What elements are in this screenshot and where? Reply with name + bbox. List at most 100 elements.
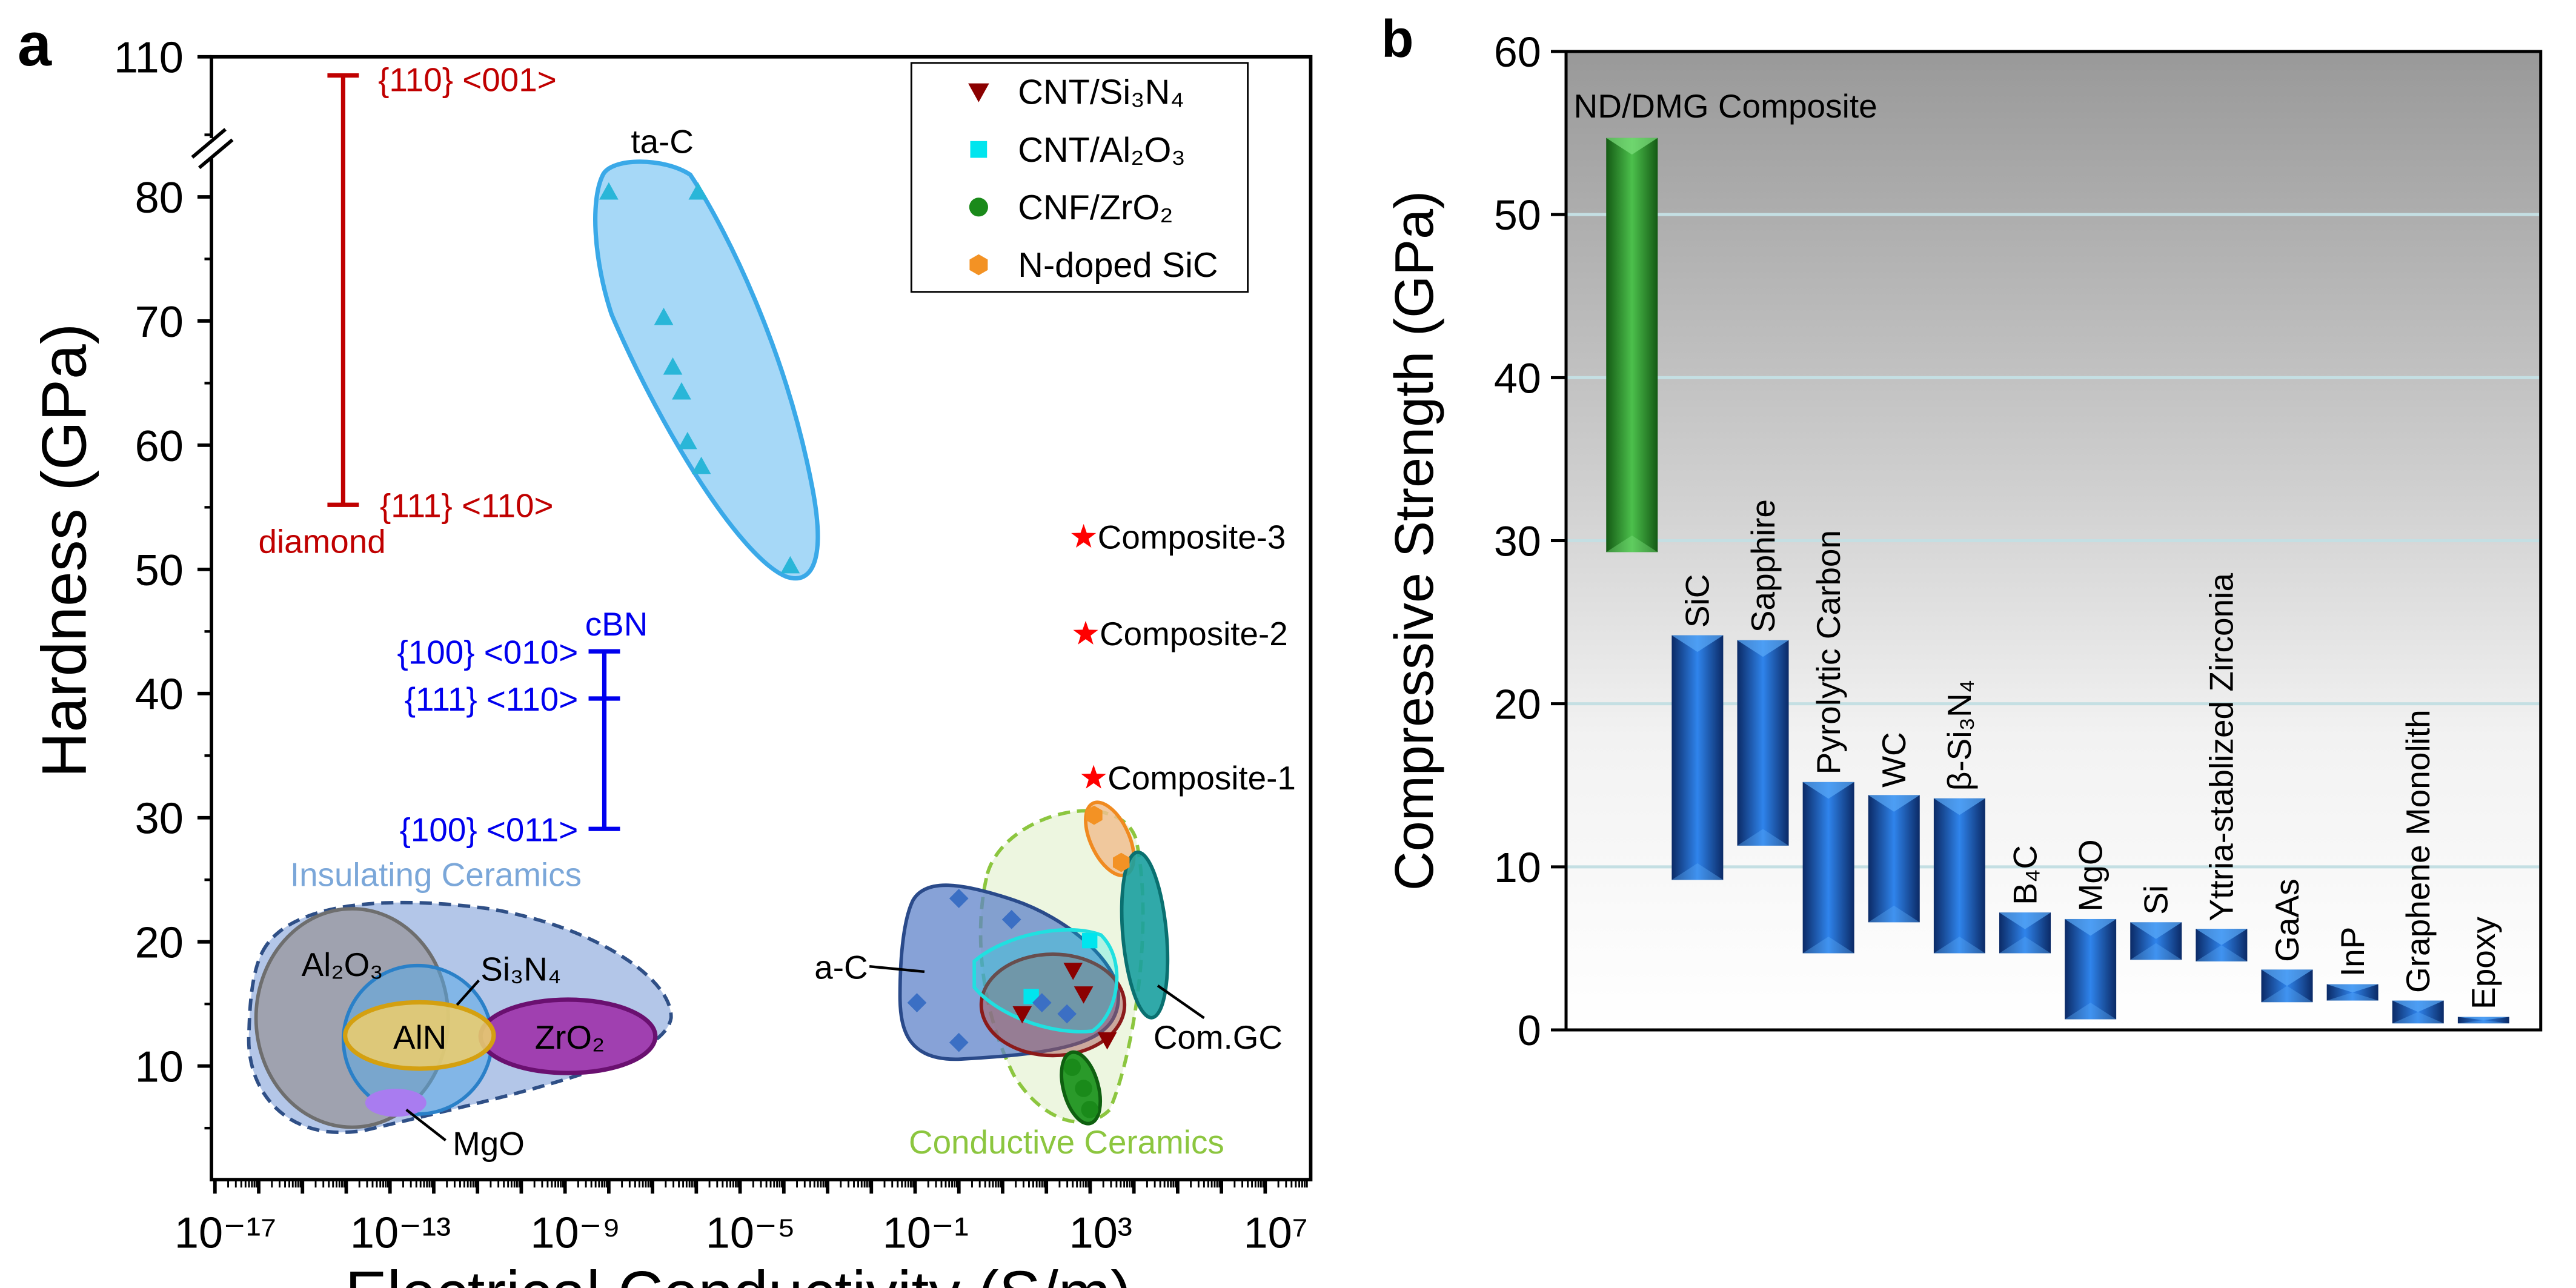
- data-point: [654, 307, 674, 325]
- bars: ND/DMG Composite SiC Sapphire Pyrolytic Car…: [1574, 87, 2509, 1024]
- y-tick-label: 20: [1494, 681, 1541, 728]
- label-si3n4: Si₃N₄: [480, 950, 561, 988]
- axes: 10 20 30 40 50 60 70 80 110 10⁻¹⁷ 10⁻¹³ 10⁻⁹ 10⁻⁵ 10⁻…: [114, 34, 1308, 1258]
- composite-label: Composite-2: [1100, 615, 1288, 652]
- label-ta-c: ta-C: [631, 122, 694, 160]
- data-point: [663, 357, 683, 375]
- star-marker: [1071, 523, 1097, 548]
- data-point: [1012, 1006, 1032, 1024]
- compressive-strength-chart: b ND/DMG Composite SiC Sapphire Pyrolytic C…: [1381, 9, 2543, 1054]
- bar: [2065, 918, 2117, 1020]
- bar-label: Yttria-stablized Zirconia: [2203, 573, 2240, 921]
- bar-bottom-bevel: [1933, 936, 1985, 954]
- com-gc-region: [1120, 850, 1170, 1020]
- cbn-value-label: {111} <110>: [405, 680, 578, 718]
- label-com-gc: Com.GC: [1154, 1018, 1283, 1056]
- x-tick-label: 10⁻⁹: [530, 1209, 620, 1258]
- label-insulating-ceramics: Insulating Ceramics: [290, 856, 582, 894]
- data-point: [949, 889, 969, 908]
- bar-bottom-bevel: [2457, 1020, 2509, 1024]
- data-point: [780, 556, 800, 574]
- mgo-leader-line: [405, 1109, 446, 1141]
- x-axis-title: Electrical Conductivity (S/m): [345, 1259, 1132, 1288]
- data-point: [672, 382, 691, 400]
- gridlines: [1567, 213, 2540, 869]
- si3n4-leader-line: [456, 979, 480, 1006]
- bar: [1933, 798, 1985, 954]
- y-tick-label: 30: [1494, 518, 1541, 565]
- bar-label: MgO: [2071, 839, 2109, 911]
- bar-top-bevel: [1933, 798, 1985, 815]
- composite-stars: Composite-3 Composite-2 Composite-1: [1071, 518, 1296, 797]
- bar-bottom-bevel: [2196, 945, 2248, 961]
- bar-top-bevel: [1802, 782, 1854, 799]
- data-markers: [599, 182, 1130, 1118]
- bar-bottom-bevel: [2130, 943, 2182, 960]
- bar-label: Sapphire: [1744, 499, 1782, 632]
- y-tick-label: 40: [1494, 354, 1541, 402]
- label-aln: AlN: [393, 1018, 446, 1056]
- bar-top-bevel: [1671, 635, 1724, 652]
- data-point: [1086, 805, 1103, 825]
- legend-label: CNF/ZrO₂: [1018, 188, 1173, 227]
- y-tick-label: 70: [135, 298, 184, 347]
- cbn-label: cBN: [585, 605, 648, 643]
- y-tick-label: 50: [135, 546, 184, 595]
- bar-top-bevel: [2130, 922, 2182, 939]
- bar-bottom-bevel: [2392, 1012, 2444, 1024]
- y-tick-label: 60: [1494, 28, 1541, 76]
- bar-label: B₄C: [2006, 845, 2043, 905]
- mgo-region: [365, 1089, 427, 1117]
- bar-top-bevel: [1868, 795, 1920, 812]
- bar-bottom-bevel: [1737, 829, 1789, 846]
- bar-bottom-bevel: [2065, 1003, 2117, 1020]
- data-point: [1074, 986, 1094, 1004]
- composite-label: Composite-3: [1098, 518, 1286, 556]
- label-mgo: MgO: [453, 1125, 525, 1163]
- bar-label: Pyrolytic Carbon: [1810, 530, 1847, 774]
- diamond-low-label: {111} <110>: [380, 486, 553, 524]
- regions: [247, 159, 1170, 1134]
- x-tick-label: 10⁻¹⁷: [174, 1209, 276, 1258]
- y-tick-label: 30: [135, 795, 184, 843]
- a-c-leader-line: [869, 965, 925, 974]
- y-tick-label: 10: [1494, 844, 1541, 891]
- bar: [1606, 138, 1658, 553]
- bar-label: InP: [2334, 927, 2371, 977]
- bar-bottom-bevel: [1802, 936, 1854, 954]
- bar-top-bevel: [2326, 984, 2378, 993]
- label-al2o3: Al₂O₃: [302, 946, 383, 983]
- data-point: [1075, 1080, 1092, 1097]
- data-point: [907, 993, 927, 1012]
- bar-top-bevel: [2392, 1000, 2444, 1012]
- x-tick-label: 10³: [1069, 1209, 1132, 1258]
- data-point: [949, 1032, 969, 1052]
- bar: [1802, 782, 1854, 954]
- bar-bottom-bevel: [1671, 863, 1724, 880]
- y-tick-label: 60: [135, 422, 184, 471]
- star-marker: [1081, 765, 1106, 789]
- data-point: [1097, 1032, 1117, 1050]
- panel-label-b: b: [1381, 9, 1413, 68]
- bar-top-bevel: [2196, 929, 2248, 946]
- legend-marker: [968, 83, 989, 102]
- data-point: [1001, 909, 1021, 929]
- panel-label-a: a: [18, 11, 52, 79]
- label-zro2: ZrO₂: [535, 1018, 605, 1056]
- data-point: [1063, 1058, 1081, 1076]
- bar-top-bevel: [2261, 969, 2313, 986]
- legend-marker: [969, 254, 988, 276]
- legend-label: CNT/Al₂O₃: [1018, 131, 1186, 170]
- bar-label: SiC: [1679, 574, 1716, 628]
- data-point: [1032, 993, 1052, 1012]
- bar-top-bevel: [2065, 918, 2117, 936]
- legend-marker: [969, 198, 988, 217]
- bar-bottom-bevel: [1606, 535, 1658, 553]
- bar-top-bevel: [1606, 138, 1658, 155]
- bar-bottom-bevel: [2326, 992, 2378, 1001]
- data-point: [677, 431, 697, 450]
- legend: CNT/Si₃N₄ CNT/Al₂O₃ CNF/ZrO₂ N-doped SiC: [910, 62, 1249, 293]
- y-tick-label: 80: [135, 174, 184, 222]
- data-point: [599, 182, 619, 200]
- bar-label: Graphene Monolith: [2399, 709, 2437, 993]
